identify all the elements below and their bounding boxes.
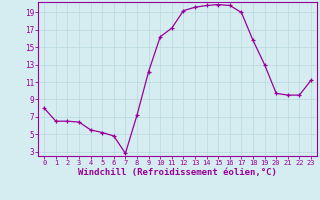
X-axis label: Windchill (Refroidissement éolien,°C): Windchill (Refroidissement éolien,°C) (78, 168, 277, 177)
